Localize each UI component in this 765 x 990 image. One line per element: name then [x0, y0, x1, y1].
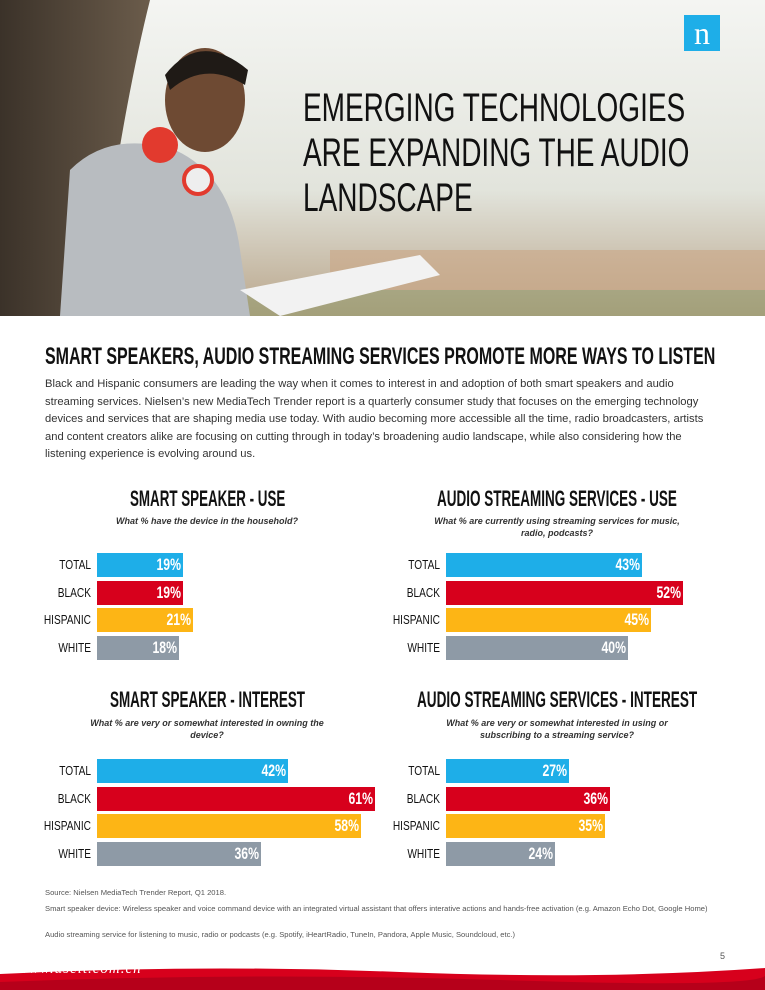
category-label: BLACK: [57, 584, 91, 600]
bar: [97, 608, 193, 633]
title-line: EMERGING TECHNOLOGIES: [303, 86, 686, 130]
title-line: ARE EXPANDING THE AUDIO: [303, 131, 690, 175]
value-label: 43%: [615, 555, 640, 574]
value-label: 61%: [348, 788, 373, 808]
value-label: 36%: [234, 843, 259, 863]
chart-title: SMART SPEAKER - INTEREST: [109, 687, 305, 712]
bar: [446, 759, 569, 783]
value-label: 18%: [152, 637, 177, 657]
footer-band: [0, 968, 765, 990]
category-label: HISPANIC: [43, 612, 91, 628]
category-label: BLACK: [406, 790, 440, 806]
value-label: 35%: [578, 816, 604, 836]
category-label: HISPANIC: [43, 818, 91, 834]
title-line: LANDSCAPE: [303, 176, 473, 220]
bar: [446, 553, 642, 577]
bar: [97, 635, 179, 660]
category-label: TOTAL: [408, 557, 440, 572]
chart-title: AUDIO STREAMING SERVICES - INTEREST: [417, 687, 698, 712]
category-label: TOTAL: [59, 557, 91, 572]
chart-subtitle: What % are very or somewhat interested i…: [90, 718, 324, 740]
bar: [97, 580, 184, 605]
category-label: WHITE: [58, 639, 91, 655]
bar: [446, 841, 556, 866]
value-label: 45%: [624, 610, 649, 630]
value-label: 52%: [656, 582, 681, 602]
category-label: WHITE: [407, 845, 440, 861]
bar: [97, 553, 184, 577]
logo: n: [694, 15, 710, 51]
bar: [446, 814, 606, 839]
chart-subtitle: What % have the device in the household?: [115, 516, 299, 526]
watermark: www.useit.com.cn: [18, 961, 142, 977]
category-label: BLACK: [406, 584, 440, 600]
chart-subtitle: What % are very or somewhat interested i…: [446, 718, 668, 740]
category-label: WHITE: [407, 639, 440, 655]
value-label: 19%: [156, 555, 182, 574]
chart-title: SMART SPEAKER - USE: [129, 486, 285, 511]
chart-subtitle: What % are currently using streaming ser…: [434, 516, 680, 538]
category-label: TOTAL: [59, 763, 91, 778]
value-label: 36%: [583, 788, 608, 808]
value-label: 21%: [166, 610, 191, 630]
bar: [446, 580, 683, 605]
bar: [446, 635, 628, 660]
value-label: 24%: [528, 843, 554, 863]
section-heading: SMART SPEAKERS, AUDIO STREAMING SERVICES…: [45, 343, 716, 370]
page-title: EMERGING TECHNOLOGIES ARE EXPANDING THE A…: [303, 86, 765, 221]
page-number: 5: [719, 951, 725, 961]
category-label: HISPANIC: [392, 818, 440, 834]
value-label: 58%: [334, 816, 359, 836]
bar: [97, 786, 375, 811]
value-label: 19%: [156, 582, 182, 602]
bar: [97, 814, 361, 839]
category-label: HISPANIC: [392, 612, 440, 628]
value-label: 27%: [542, 761, 567, 780]
category-label: TOTAL: [408, 763, 440, 778]
value-label: 40%: [601, 637, 626, 657]
value-label: 42%: [261, 761, 287, 780]
header-photo: [0, 0, 765, 316]
bar: [446, 608, 651, 633]
footnote: Audio streaming service for listening to…: [45, 930, 516, 939]
category-label: BLACK: [57, 790, 91, 806]
bar: [446, 786, 610, 811]
bar: [97, 759, 289, 783]
footnote: Source: Nielsen MediaTech Trender Report…: [45, 888, 227, 897]
category-label: WHITE: [58, 845, 91, 861]
body-text: Black and Hispanic consumers are leading…: [45, 378, 704, 461]
chart-title: AUDIO STREAMING SERVICES - USE: [437, 486, 677, 511]
footnote: Smart speaker device: Wireless speaker a…: [45, 904, 708, 913]
bar: [97, 841, 261, 866]
